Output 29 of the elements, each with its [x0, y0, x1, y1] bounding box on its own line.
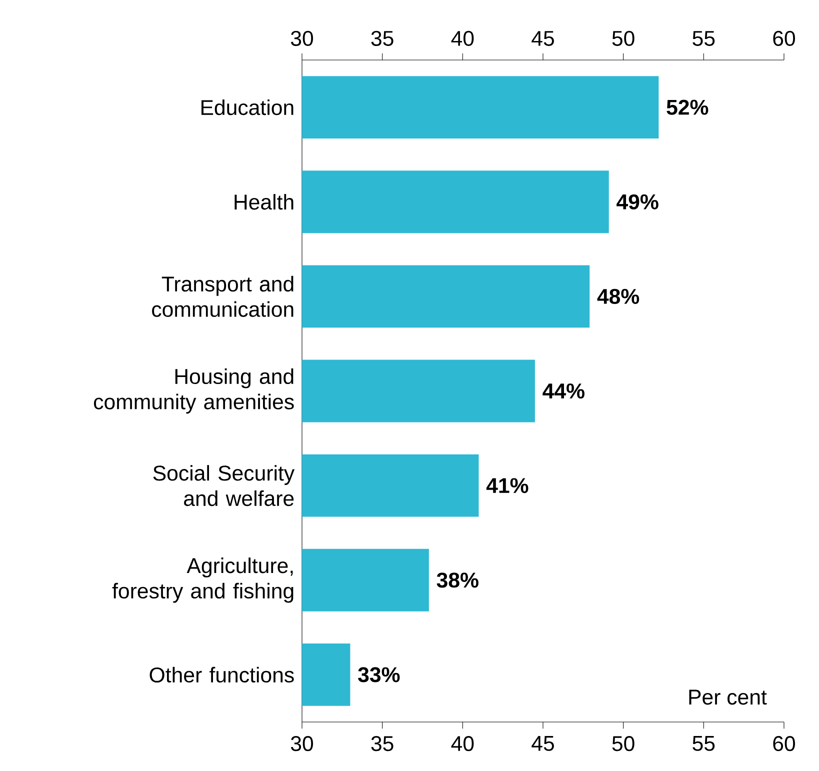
x2-tick-label: 55: [692, 31, 715, 46]
x-tick-label: 40: [451, 736, 474, 752]
x-tick-label: 30: [290, 736, 314, 752]
data-label: 44%: [542, 383, 584, 399]
x-axis-title: Per cent: [689, 690, 767, 705]
x-tick-label: 50: [612, 736, 634, 752]
x-tick-label: 35: [371, 736, 394, 752]
y-tick-label: Social Security and welfare: [153, 465, 295, 506]
x2-tick-label: 35: [371, 30, 394, 46]
data-label: 38%: [436, 572, 478, 588]
data-label: 48%: [597, 288, 640, 304]
y-tick-label: Health: [234, 194, 294, 210]
x2-tick-label: 60: [773, 30, 796, 46]
x-tick-label: 55: [692, 736, 715, 751]
y-tick-label: Agriculture, forestry and fishing: [112, 558, 294, 603]
x2-tick-label: 50: [612, 30, 634, 46]
x2-tick-label: 45: [532, 31, 554, 46]
y-tick-label: Other functions: [150, 666, 294, 683]
data-label: 49%: [616, 194, 658, 210]
y-tick-label: Housing and community amenities: [94, 368, 294, 414]
data-label: 52%: [666, 100, 708, 115]
x-tick-label: 60: [773, 736, 796, 752]
x2-tick-label: 30: [290, 30, 314, 46]
x2-tick-label: 40: [451, 30, 474, 46]
data-label: 33%: [358, 667, 400, 682]
data-label: 41%: [486, 478, 528, 494]
y-tick-label: Transport and communication: [152, 276, 294, 317]
y-tick-label: Education: [201, 99, 294, 116]
x-tick-label: 45: [532, 736, 554, 751]
